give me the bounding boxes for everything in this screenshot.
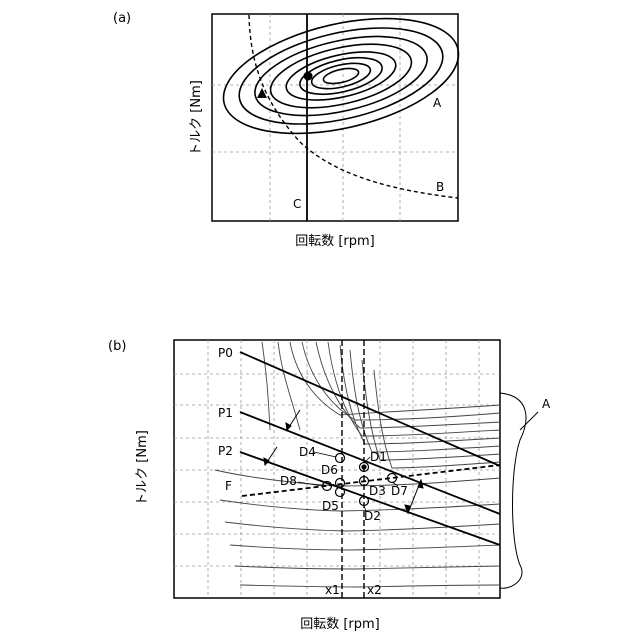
label-d1: D1 <box>370 450 387 464</box>
panel-b: (b) <box>108 339 551 632</box>
operating-point-dot <box>304 72 313 81</box>
label-d7: D7 <box>391 484 408 498</box>
label-x2: x2 <box>367 583 382 597</box>
panel-a-tag: (a) <box>113 11 131 26</box>
operating-point-triangle <box>257 88 267 98</box>
panel-a: (a) A B C <box>113 0 470 249</box>
label-b: B <box>436 180 444 194</box>
label-d8: D8 <box>280 474 297 488</box>
label-p0: P0 <box>218 346 233 360</box>
label-d5: D5 <box>322 499 339 513</box>
ylabel-b: トルク [Nm] <box>135 430 150 506</box>
xlabel-b: 回転数 [rpm] <box>300 617 380 632</box>
label-d2: D2 <box>364 509 381 523</box>
label-c: C <box>293 197 301 211</box>
panel-a-grid <box>212 14 458 221</box>
panel-a-frame <box>212 14 458 221</box>
label-d3: D3 <box>369 484 386 498</box>
ylabel-a: トルク [Nm] <box>189 80 204 156</box>
bracket-a <box>500 393 526 588</box>
bracket-a-leader <box>520 412 538 430</box>
point-d4 <box>336 454 345 463</box>
panel-b-tag: (b) <box>108 339 126 354</box>
efficiency-contours-a <box>212 0 469 154</box>
label-a: A <box>433 96 442 110</box>
label-a-b: A <box>542 397 551 411</box>
label-d4: D4 <box>299 445 316 459</box>
label-f: F <box>225 479 232 493</box>
label-d6: D6 <box>321 463 338 477</box>
label-x1: x1 <box>325 583 340 597</box>
label-p1: P1 <box>218 406 233 420</box>
point-d5 <box>336 488 345 497</box>
line-p0 <box>240 352 500 466</box>
efficiency-contours-b <box>215 342 500 587</box>
label-p2: P2 <box>218 444 233 458</box>
xlabel-a: 回転数 [rpm] <box>295 234 375 249</box>
